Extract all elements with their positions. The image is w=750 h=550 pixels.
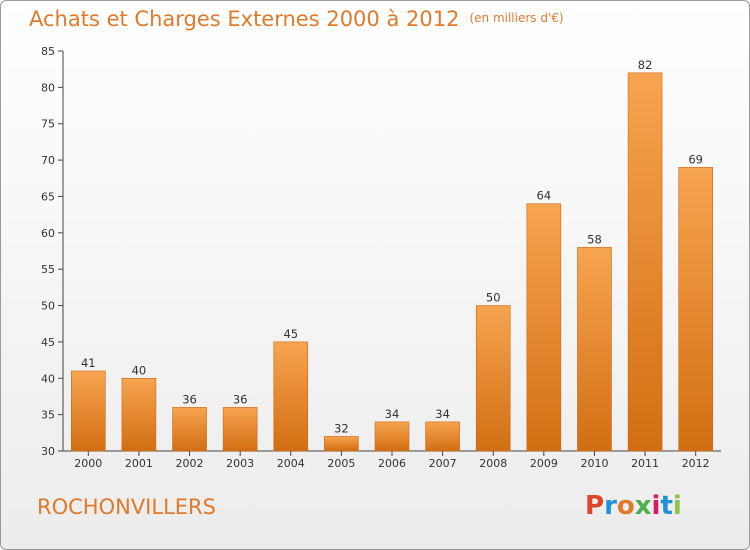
x-tick-label: 2011 bbox=[631, 457, 659, 470]
bar-value-label: 58 bbox=[587, 232, 602, 246]
x-tick-label: 2001 bbox=[125, 457, 153, 470]
bar-value-label: 36 bbox=[233, 392, 248, 406]
logo-letter: x bbox=[634, 491, 652, 521]
x-tick-label: 2009 bbox=[530, 457, 558, 470]
x-tick-label: 2005 bbox=[327, 457, 355, 470]
y-tick-label: 85 bbox=[41, 45, 55, 58]
logo-letter: t bbox=[660, 491, 673, 521]
bar bbox=[121, 377, 157, 452]
x-tick-label: 2010 bbox=[580, 457, 608, 470]
y-tick-label: 30 bbox=[41, 445, 55, 458]
bar-value-label: 32 bbox=[334, 421, 349, 435]
x-tick-label: 2000 bbox=[74, 457, 102, 470]
logo-letter: P bbox=[585, 491, 605, 521]
bar bbox=[374, 421, 410, 452]
bar-value-label: 69 bbox=[688, 152, 703, 166]
bar bbox=[425, 421, 460, 452]
bar-value-label: 82 bbox=[638, 58, 653, 72]
bar-value-label: 36 bbox=[182, 392, 197, 406]
y-tick-label: 45 bbox=[41, 336, 55, 349]
logo-letter: i bbox=[672, 491, 682, 521]
y-tick-label: 40 bbox=[41, 372, 55, 385]
x-tick-label: 2007 bbox=[429, 457, 457, 470]
bar bbox=[678, 167, 713, 452]
bar bbox=[71, 370, 106, 452]
x-tick-label: 2006 bbox=[378, 457, 406, 470]
title-text: Achats et Charges Externes 2000 à 2012 bbox=[29, 7, 460, 31]
y-tick-label: 35 bbox=[41, 409, 55, 422]
bar bbox=[475, 305, 511, 452]
x-tick-label: 2003 bbox=[226, 457, 254, 470]
title-unit: (en milliers d'€) bbox=[469, 11, 564, 25]
y-tick-label: 55 bbox=[41, 263, 55, 276]
x-tick-label: 2002 bbox=[176, 457, 204, 470]
bar-value-label: 34 bbox=[435, 407, 450, 421]
bar-value-label: 34 bbox=[385, 407, 400, 421]
bar bbox=[324, 436, 359, 452]
y-tick-label: 80 bbox=[41, 81, 55, 94]
chart-bars: 41 40 36 36 45 32 34 34 50 64 58 82 69 bbox=[71, 58, 713, 452]
bar bbox=[222, 407, 258, 452]
town-name: ROCHONVILLERS bbox=[37, 495, 216, 519]
bar bbox=[577, 247, 612, 452]
logo-letter: r bbox=[604, 491, 617, 521]
logo-letter: o bbox=[616, 491, 635, 521]
bar bbox=[526, 203, 562, 452]
y-tick-label: 60 bbox=[41, 227, 55, 240]
x-tick-label: 2008 bbox=[479, 457, 507, 470]
x-tick-label: 2004 bbox=[277, 457, 305, 470]
bar-value-label: 40 bbox=[132, 363, 147, 377]
logo-letter: i bbox=[651, 491, 661, 521]
y-tick-label: 75 bbox=[41, 118, 55, 131]
y-tick-label: 50 bbox=[41, 300, 55, 313]
y-tick-label: 65 bbox=[41, 190, 55, 203]
bar-value-label: 41 bbox=[81, 356, 96, 370]
bar-value-label: 64 bbox=[537, 189, 552, 203]
x-tick-label: 2012 bbox=[682, 457, 710, 470]
chart-axes: 30 35 40 45 50 55 60 65 70 75 80 85 2000 2001 2002 2003… bbox=[41, 45, 721, 470]
chart-title: Achats et Charges Externes 2000 à 2012 (e… bbox=[29, 7, 564, 31]
bar bbox=[273, 341, 309, 452]
bar-value-label: 50 bbox=[486, 291, 501, 305]
proxiti-logo: Proxiti bbox=[585, 491, 682, 521]
bar-value-label: 45 bbox=[283, 327, 298, 341]
bar bbox=[172, 407, 207, 452]
y-tick-label: 70 bbox=[41, 154, 55, 167]
bar bbox=[627, 72, 663, 452]
